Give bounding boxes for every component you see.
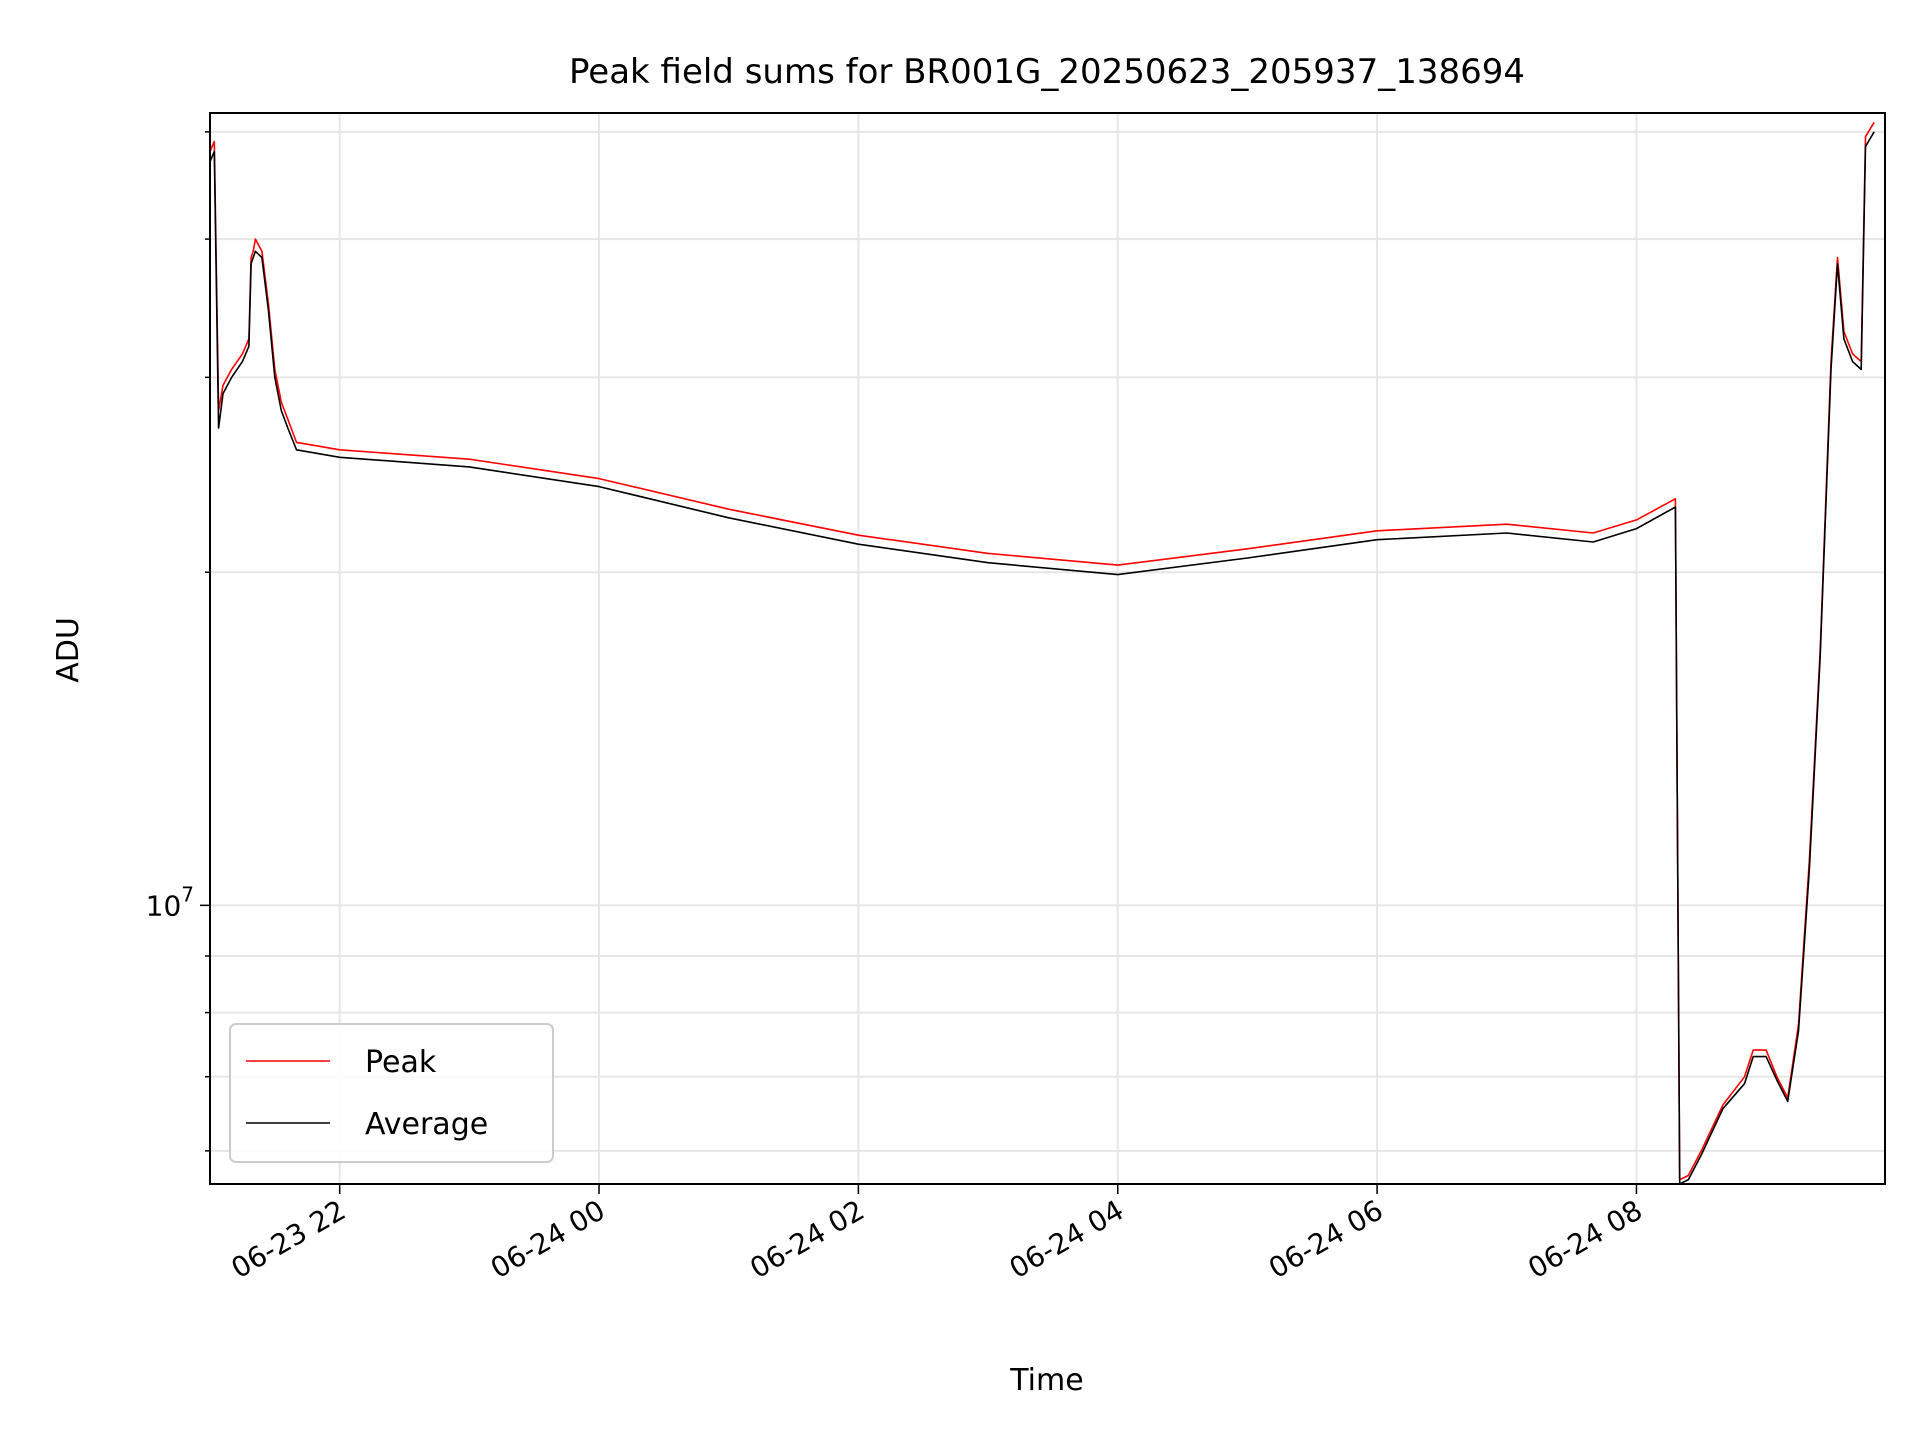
legend-label-peak: Peak	[365, 1045, 437, 1080]
x-tick-label: 06-24 04	[1004, 1193, 1130, 1285]
legend-box	[229, 1023, 554, 1163]
x-tick-label: 06-24 00	[485, 1193, 611, 1285]
x-axis-label: Time	[1009, 1363, 1083, 1398]
y-axis-label: ADU	[51, 617, 86, 683]
y-tick-label: 107	[146, 882, 194, 922]
y-axis: 107	[146, 131, 210, 1152]
legend: Peak Average	[229, 1023, 554, 1163]
x-axis: 06-23 22 06-24 00 06-24 02 06-24 04 06-24 06…	[226, 1184, 1648, 1285]
plot-frame	[209, 112, 1886, 1185]
x-tick-label: 06-24 02	[744, 1193, 870, 1285]
x-tick-label: 06-24 08	[1522, 1193, 1648, 1285]
series-line-average	[209, 131, 1875, 1185]
x-tick-label: 06-24 06	[1263, 1193, 1389, 1285]
plot-lines	[209, 121, 1875, 1185]
grid	[210, 113, 1885, 1184]
series-line-peak	[209, 121, 1875, 1181]
x-tick-label: 06-23 22	[226, 1193, 352, 1285]
legend-label-average: Average	[365, 1107, 488, 1142]
chart-title: Peak field sums for BR001G_20250623_2059…	[569, 52, 1525, 92]
